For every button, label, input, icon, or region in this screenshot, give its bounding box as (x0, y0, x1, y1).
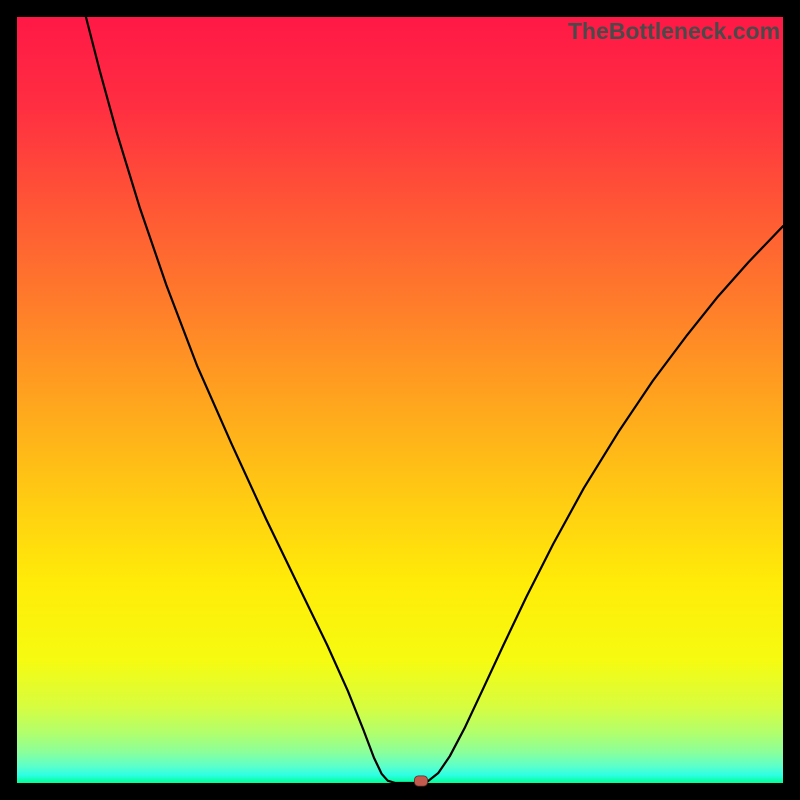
chart-frame: TheBottleneck.com (0, 0, 800, 800)
background-gradient (17, 17, 783, 783)
chart-area (17, 17, 783, 783)
watermark-text: TheBottleneck.com (568, 18, 780, 45)
minimum-marker (414, 776, 428, 787)
